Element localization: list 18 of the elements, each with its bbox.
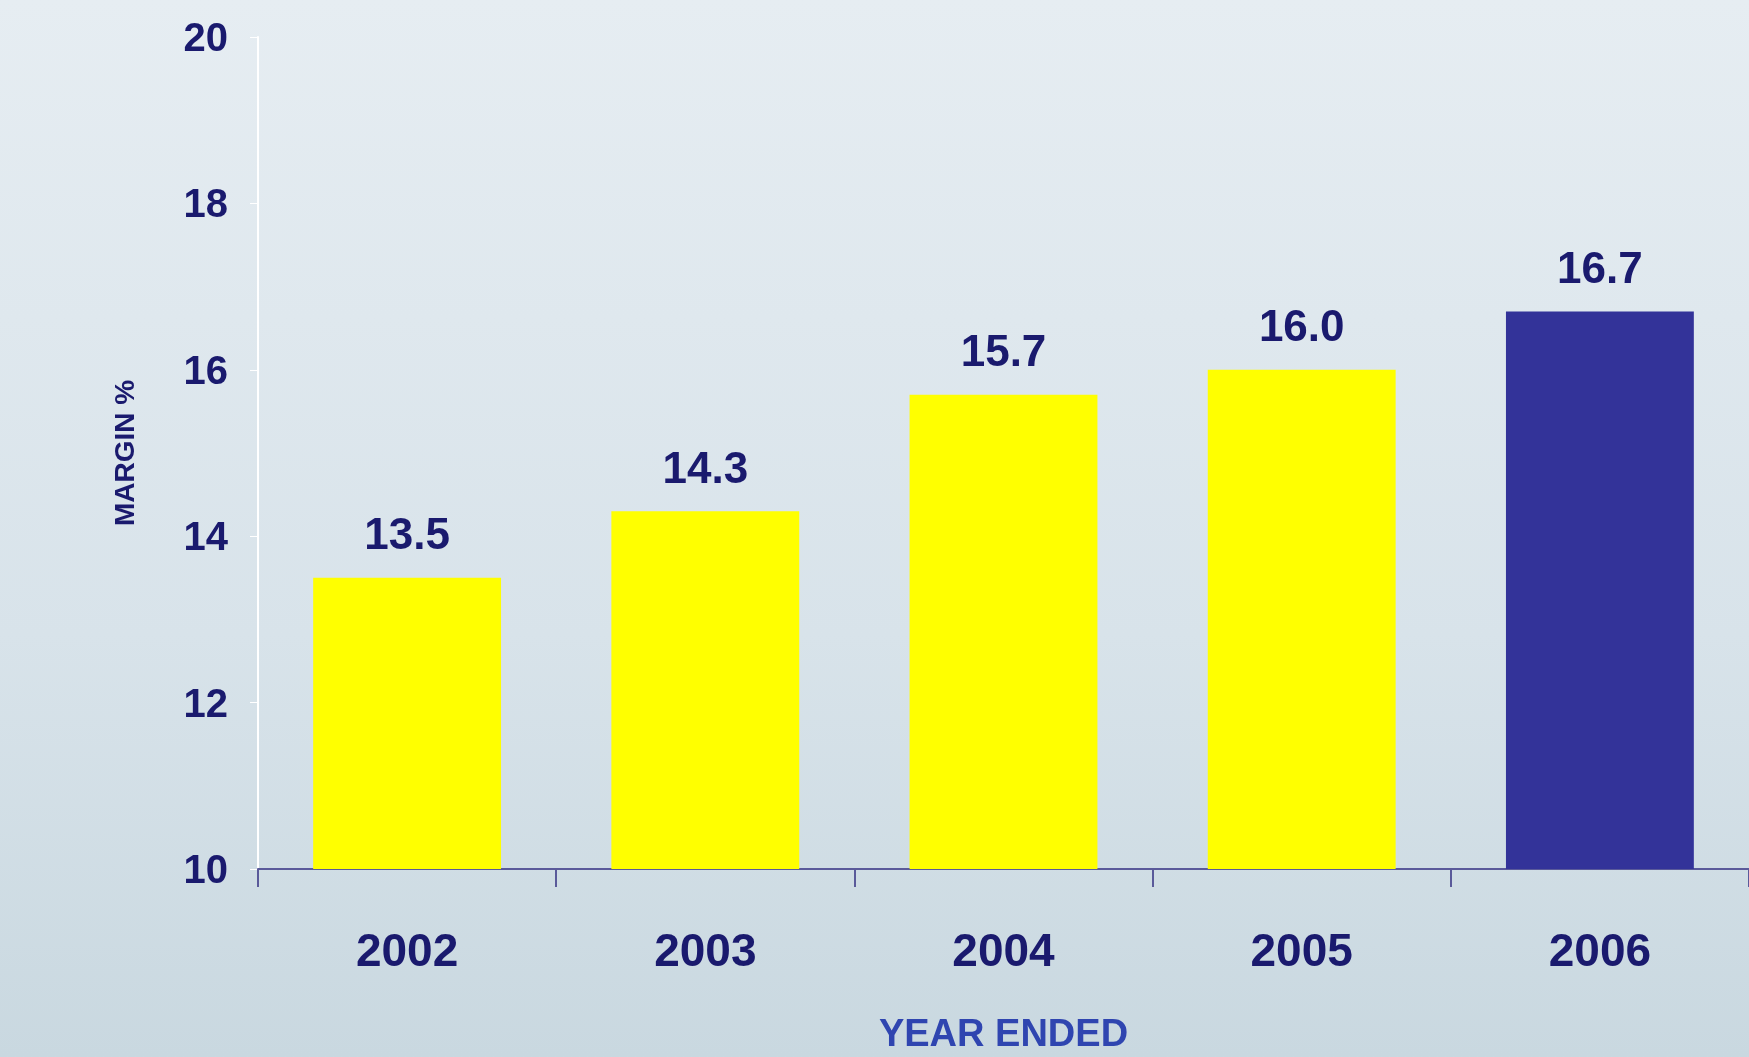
data-label: 13.5 (364, 509, 450, 559)
x-tick-label: 2005 (1250, 924, 1353, 976)
x-tick-label: 2004 (952, 924, 1056, 976)
x-tick-label: 2002 (355, 924, 459, 976)
y-axis-title: MARGIN % (108, 379, 140, 527)
y-tick-label: 14 (183, 514, 229, 559)
x-tick-label: 2003 (654, 924, 757, 976)
y-tick-label: 18 (183, 181, 228, 226)
y-tick-label: 20 (183, 15, 228, 59)
y-tick-label: 16 (183, 347, 228, 392)
x-axis-title: YEAR ENDED (878, 1012, 1129, 1054)
data-label: 15.7 (960, 326, 1047, 376)
data-label: 16.7 (1557, 243, 1643, 293)
data-label: 16.0 (1258, 301, 1345, 351)
y-tick-label: 10 (183, 847, 228, 891)
data-label: 14.3 (662, 442, 749, 492)
x-tick-label: 2006 (1548, 924, 1652, 976)
y-tick-label: 12 (183, 680, 228, 725)
